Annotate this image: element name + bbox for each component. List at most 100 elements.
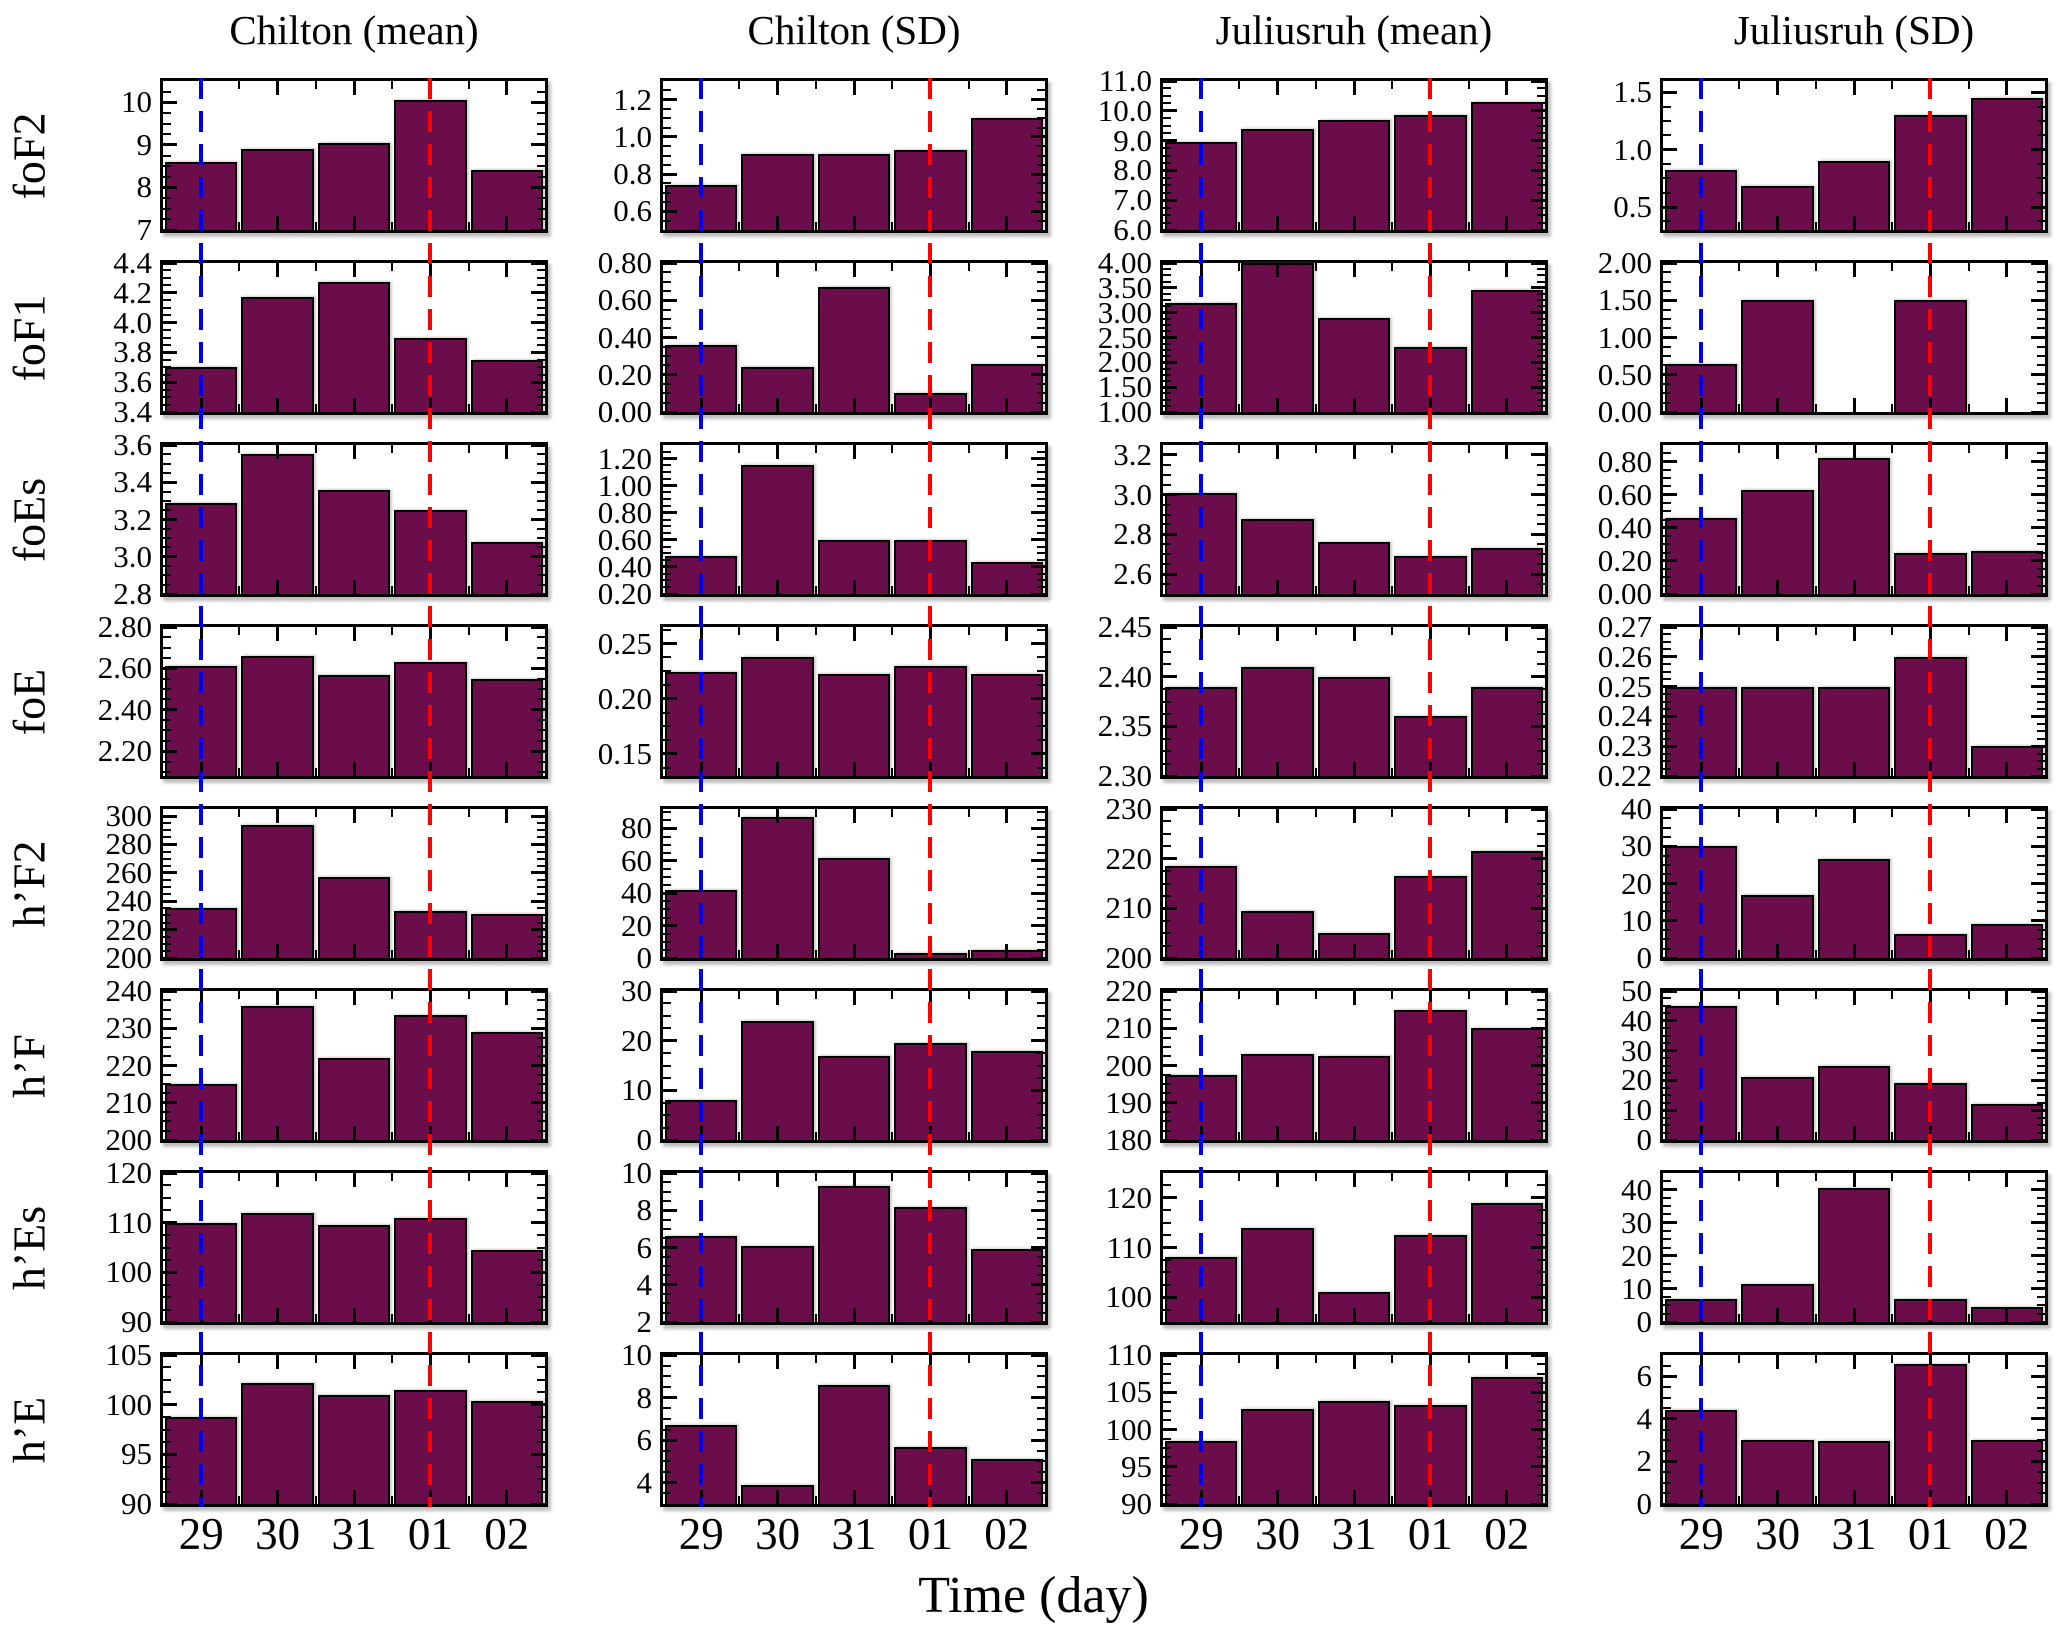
xtick-major (852, 398, 856, 412)
xtick-major (505, 263, 509, 277)
ytick-major (1663, 774, 1677, 778)
ytick-minor (1537, 214, 1545, 217)
ytick-major (2031, 1417, 2045, 1421)
ytick-minor (163, 1465, 171, 1468)
ytick-minor (1663, 1205, 1671, 1208)
xtick-minor (1967, 950, 1970, 958)
ytick-minor (1537, 268, 1545, 271)
ytick-minor (1163, 154, 1171, 157)
ytick-major (663, 1438, 677, 1442)
ytick-label-foe-chilton-mean: 2.60 (97, 650, 152, 686)
ytick-label-fof2-chilton-sd: 1.0 (613, 118, 652, 154)
ytick-major (531, 1138, 545, 1142)
xtick-major (776, 1490, 780, 1504)
ytick-minor (1037, 1407, 1045, 1410)
ytick-minor (2037, 891, 2045, 894)
xtick-minor (238, 1496, 241, 1504)
bar-day30-h-e-chilton-mean (241, 1382, 314, 1504)
ytick-minor (163, 373, 171, 376)
ytick-major (1163, 311, 1177, 315)
ytick-minor (537, 1209, 545, 1212)
xtick-major (505, 1308, 509, 1322)
xtick-major (352, 1490, 356, 1504)
ytick-minor (663, 182, 671, 185)
ytick-major (1163, 261, 1177, 265)
ytick-major (1031, 697, 1045, 701)
xtick-minor (1891, 768, 1894, 776)
ytick-minor (537, 1366, 545, 1369)
ytick-major (163, 749, 177, 753)
xtick-minor (391, 1314, 394, 1322)
xtick-minor (391, 586, 394, 594)
ytick-major (531, 871, 545, 875)
ytick-minor (1537, 483, 1545, 486)
ytick-minor (537, 197, 545, 200)
ytick-major (1163, 1101, 1177, 1105)
ytick-minor (663, 1255, 671, 1258)
ytick-minor (663, 191, 671, 194)
ytick-label-h-es-chilton-sd: 6 (636, 1229, 653, 1265)
ytick-label-h-es-juliusruh-sd: 30 (1621, 1204, 1652, 1240)
xtick-minor (314, 627, 317, 635)
xtick-major (505, 944, 509, 958)
ytick-major (163, 625, 177, 629)
ytick-label-fof1-chilton-mean: 4.0 (113, 304, 152, 340)
ytick-major (1031, 1039, 1045, 1043)
ytick-minor (2037, 835, 2045, 838)
ytick-minor (1037, 811, 1045, 814)
ytick-label-foes-juliusruh-mean: 2.6 (1113, 556, 1152, 592)
ytick-minor (537, 770, 545, 773)
ytick-major (1663, 807, 1677, 811)
ytick-major (1663, 410, 1677, 414)
ytick-minor (1663, 1071, 1671, 1074)
ytick-major (1531, 532, 1545, 536)
ytick-label-h-f-chilton-mean: 230 (105, 1010, 153, 1046)
ytick-minor (2037, 760, 2045, 763)
xtick-major (1005, 580, 1009, 594)
xtick-minor (1467, 1132, 1470, 1140)
ytick-minor (2037, 191, 2045, 194)
ytick-major (163, 956, 177, 960)
ytick-major (2031, 526, 2045, 530)
xtick-minor (1738, 1496, 1741, 1504)
ytick-minor (537, 1416, 545, 1419)
xtick-major (852, 1173, 856, 1187)
ytick-major (1031, 891, 1045, 895)
ytick-minor (1663, 947, 1671, 950)
xtick-minor (314, 1496, 317, 1504)
xtick-minor (391, 263, 394, 271)
ytick-minor (1537, 737, 1545, 740)
xtick-minor (314, 404, 317, 412)
ytick-minor (1037, 1027, 1045, 1030)
xtick-minor (314, 81, 317, 89)
xtick-major (276, 81, 280, 95)
ytick-minor (1163, 1017, 1171, 1020)
ytick-major (163, 989, 177, 993)
xtick-minor (1738, 263, 1741, 271)
x-axis-title: Time (day) (918, 1567, 1149, 1624)
xtick-minor (1814, 263, 1817, 271)
ytick-major (1163, 906, 1177, 910)
xtick-major (352, 762, 356, 776)
ytick-minor (163, 336, 171, 339)
bar-day02-fof2-juliusruh-mean (1470, 101, 1543, 230)
xtick-major (1276, 1126, 1280, 1140)
ytick-minor (1537, 832, 1545, 835)
ytick-minor (663, 327, 671, 330)
subplot-foes-juliusruh-mean (1160, 442, 1548, 597)
ytick-minor (1037, 867, 1045, 870)
xtick-minor (314, 586, 317, 594)
guide-line-day29-juliusruh-sd (1699, 78, 1704, 1507)
ytick-minor (163, 921, 171, 924)
ytick-minor (537, 471, 545, 474)
xtick-minor (1314, 222, 1317, 230)
xtick-minor (1467, 768, 1470, 776)
ytick-minor (1537, 305, 1545, 308)
ytick-major (531, 350, 545, 354)
xtick-label-day31-juliusruh-sd: 31 (1831, 1509, 1877, 1559)
ytick-minor (163, 111, 171, 114)
ytick-label-h-e-juliusruh-sd: 4 (1636, 1400, 1653, 1436)
ytick-minor (537, 366, 545, 369)
ytick-label-h-es-juliusruh-sd: 0 (1636, 1304, 1653, 1339)
xtick-major (2005, 216, 2009, 230)
